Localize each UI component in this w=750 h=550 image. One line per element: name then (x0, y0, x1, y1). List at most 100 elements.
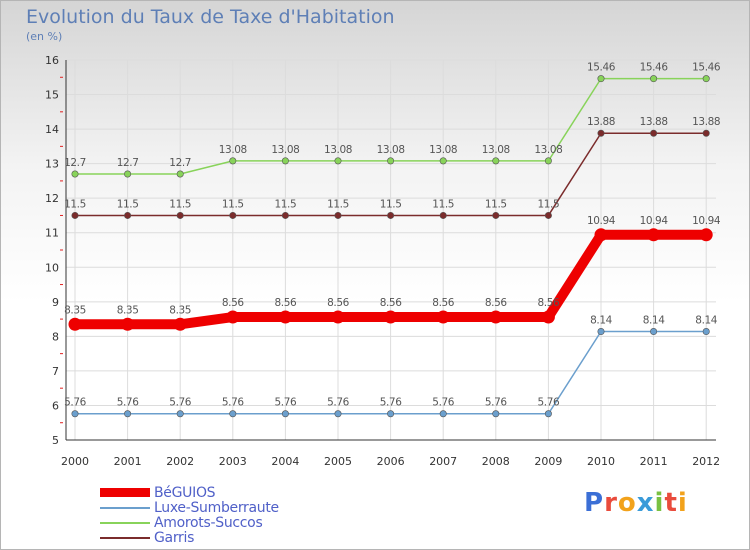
y-tick-label: 6 (52, 399, 59, 412)
x-tick-label: 2006 (377, 455, 405, 468)
point-garris (71, 211, 79, 219)
point-amorots-succos (71, 170, 79, 178)
data-label-amorots-succos: 12.7 (169, 157, 191, 169)
legend-swatch (100, 521, 150, 524)
data-label-luxe-sumberraute: 5.76 (222, 397, 244, 409)
data-label-amorots-succos: 15.46 (692, 62, 721, 74)
point-luxe-sumberraute (702, 328, 710, 336)
data-label-garris: 11.5 (64, 198, 86, 210)
data-label-amorots-succos: 13.08 (534, 144, 562, 156)
point-garris (702, 129, 710, 137)
point-luxe-sumberraute (124, 410, 132, 418)
x-tick-label: 2003 (219, 455, 247, 468)
point-b-guios (541, 310, 555, 324)
legend-label: Garris (154, 529, 195, 546)
point-b-guios (68, 317, 82, 331)
data-label-b-guios: 10.94 (640, 215, 669, 227)
point-luxe-sumberraute (597, 328, 605, 336)
data-label-b-guios: 8.56 (380, 297, 402, 309)
y-tick-label: 14 (45, 123, 59, 136)
data-label-luxe-sumberraute: 8.14 (643, 315, 665, 327)
data-label-luxe-sumberraute: 5.76 (64, 397, 86, 409)
data-label-amorots-succos: 13.08 (429, 144, 457, 156)
point-luxe-sumberraute (71, 410, 79, 418)
data-label-garris: 13.88 (640, 116, 668, 128)
data-label-luxe-sumberraute: 5.76 (538, 397, 560, 409)
point-garris (176, 211, 184, 219)
point-amorots-succos (439, 157, 447, 165)
data-label-b-guios: 8.56 (222, 297, 244, 309)
x-tick-label: 2012 (692, 455, 720, 468)
point-garris (334, 211, 342, 219)
x-tick-label: 2010 (587, 455, 615, 468)
point-amorots-succos (544, 157, 552, 165)
axes: 5 6 7 8 9 10 11 12 13 14 15 16 2000 2001 2002 2003 2004 2… (45, 54, 720, 468)
data-label-luxe-sumberraute: 5.76 (275, 397, 297, 409)
point-b-guios (278, 310, 292, 324)
point-amorots-succos (176, 170, 184, 178)
point-luxe-sumberraute (229, 410, 237, 418)
point-amorots-succos (334, 157, 342, 165)
point-luxe-sumberraute (544, 410, 552, 418)
data-label-amorots-succos: 13.08 (482, 144, 510, 156)
legend-item-amorots-succos: Amorots-Succos (100, 514, 279, 531)
point-amorots-succos (650, 75, 658, 83)
data-label-amorots-succos: 15.46 (587, 62, 616, 74)
data-label-b-guios: 8.56 (538, 297, 560, 309)
point-b-guios (384, 310, 398, 324)
point-amorots-succos (597, 75, 605, 83)
data-label-amorots-succos: 13.08 (271, 144, 299, 156)
point-b-guios (647, 228, 661, 242)
data-label-luxe-sumberraute: 8.14 (590, 315, 612, 327)
point-amorots-succos (492, 157, 500, 165)
point-b-guios (331, 310, 345, 324)
point-luxe-sumberraute (650, 328, 658, 336)
data-label-b-guios: 8.56 (485, 297, 507, 309)
legend-item-b-guios: BéGUIOS (100, 484, 279, 501)
data-label-luxe-sumberraute: 5.76 (432, 397, 454, 409)
data-label-garris: 11.5 (117, 198, 139, 210)
data-label-luxe-sumberraute: 5.76 (117, 397, 139, 409)
legend-label: BéGUIOS (154, 484, 216, 501)
series-group (68, 75, 713, 418)
data-label-b-guios: 10.94 (587, 215, 616, 227)
data-label-b-guios: 8.35 (64, 304, 86, 316)
x-tick-label: 2004 (271, 455, 299, 468)
data-label-luxe-sumberraute: 5.76 (327, 397, 349, 409)
y-tick-label: 11 (45, 227, 59, 240)
proxiti-logo: Proxiti (584, 488, 688, 518)
y-tick-label: 10 (45, 261, 59, 274)
x-tick-label: 2011 (640, 455, 668, 468)
x-tick-label: 2002 (166, 455, 194, 468)
data-label-garris: 11.5 (169, 198, 191, 210)
data-label-garris: 13.88 (692, 116, 720, 128)
data-label-luxe-sumberraute: 5.76 (169, 397, 191, 409)
point-garris (650, 129, 658, 137)
point-b-guios (436, 310, 450, 324)
point-garris (229, 211, 237, 219)
data-label-b-guios: 8.35 (117, 304, 139, 316)
data-label-garris: 11.5 (538, 198, 560, 210)
point-garris (124, 211, 132, 219)
data-label-garris: 11.5 (222, 198, 244, 210)
legend-item-luxe-sumberraute: Luxe-Sumberraute (100, 499, 279, 516)
x-tick-label: 2008 (482, 455, 510, 468)
point-amorots-succos (387, 157, 395, 165)
data-label-b-guios: 8.56 (327, 297, 349, 309)
y-tick-label: 13 (45, 158, 59, 171)
data-label-garris: 11.5 (380, 198, 402, 210)
y-tick-label: 16 (45, 54, 59, 67)
point-b-guios (226, 310, 240, 324)
data-label-b-guios: 8.56 (275, 297, 297, 309)
x-tick-label: 2009 (534, 455, 562, 468)
point-garris (387, 211, 395, 219)
legend-label: Amorots-Succos (154, 514, 263, 531)
data-label-amorots-succos: 13.08 (377, 144, 405, 156)
data-label-luxe-sumberraute: 8.14 (695, 315, 717, 327)
legend-label: Luxe-Sumberraute (154, 499, 279, 516)
point-b-guios (121, 317, 135, 331)
point-garris (597, 129, 605, 137)
x-tick-label: 2005 (324, 455, 352, 468)
point-amorots-succos (281, 157, 289, 165)
